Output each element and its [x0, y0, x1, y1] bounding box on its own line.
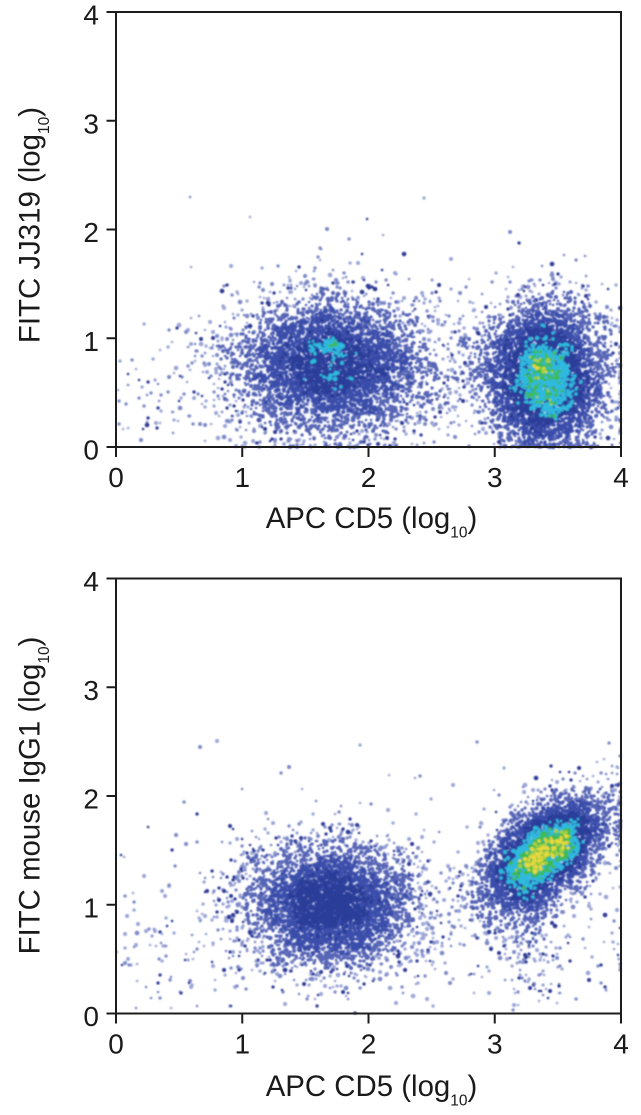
svg-text:4: 4 — [613, 462, 629, 493]
svg-text:1: 1 — [234, 462, 250, 493]
svg-text:0: 0 — [108, 462, 124, 493]
svg-text:3: 3 — [487, 462, 503, 493]
svg-text:2: 2 — [361, 462, 377, 493]
svg-text:FITC mouse IgG1 (log10): FITC mouse IgG1 (log10) — [14, 637, 54, 955]
svg-text:2: 2 — [83, 784, 99, 815]
svg-text:FITC JJ319 (log10): FITC JJ319 (log10) — [14, 107, 54, 343]
svg-text:1: 1 — [83, 326, 99, 357]
svg-text:0: 0 — [83, 1001, 99, 1032]
svg-text:4: 4 — [83, 0, 99, 31]
svg-text:APC CD5 (log10): APC CD5 (log10) — [266, 1070, 478, 1110]
svg-text:3: 3 — [487, 1029, 503, 1060]
svg-text:3: 3 — [83, 108, 99, 139]
svg-text:0: 0 — [108, 1029, 124, 1060]
svg-text:0: 0 — [83, 435, 99, 466]
svg-text:2: 2 — [361, 1029, 377, 1060]
svg-text:4: 4 — [83, 566, 99, 597]
svg-text:4: 4 — [613, 1029, 629, 1060]
svg-text:1: 1 — [234, 1029, 250, 1060]
svg-text:1: 1 — [83, 892, 99, 923]
svg-text:2: 2 — [83, 217, 99, 248]
svg-text:APC CD5 (log10): APC CD5 (log10) — [266, 502, 478, 542]
svg-text:3: 3 — [83, 675, 99, 706]
